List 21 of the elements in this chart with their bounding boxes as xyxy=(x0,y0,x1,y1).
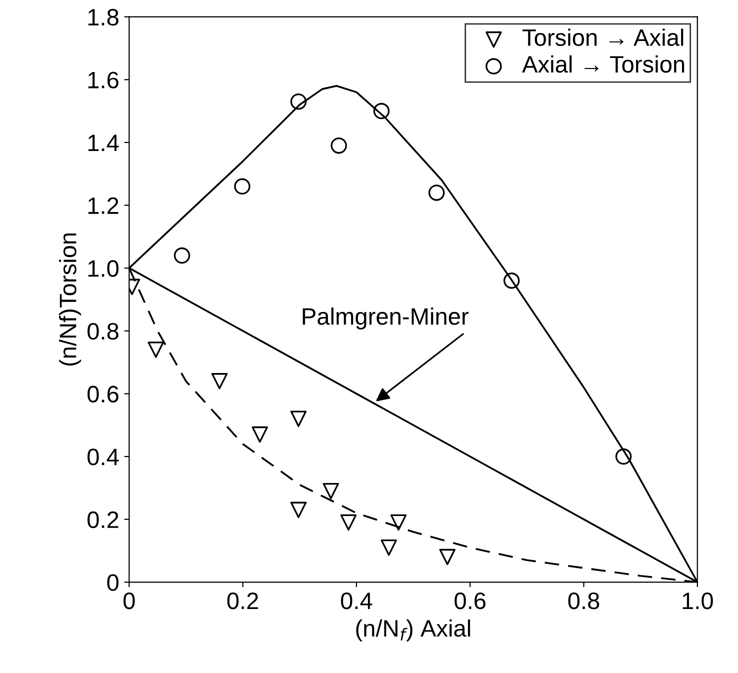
annotation: Palmgren-Miner xyxy=(302,308,468,330)
x-tick-label: 0.2 xyxy=(227,592,258,610)
y-tick-label: 0.4 xyxy=(88,448,119,466)
y-tick-label: 0 xyxy=(107,574,119,591)
legend-label: Axial → Torsion xyxy=(522,55,684,73)
y-tick-label: 0.6 xyxy=(88,386,118,402)
y-tick-label: 1.0 xyxy=(88,260,119,277)
x-tick-label: 0.8 xyxy=(568,592,600,610)
y-tick-label: 0.8 xyxy=(88,322,118,340)
x-axis-title: (n/N$_{f}$) Axial xyxy=(356,619,470,642)
y-tick-label: 1.2 xyxy=(88,197,118,214)
x-tick-label: 0.6 xyxy=(454,592,486,610)
x-tick-label: 1.0 xyxy=(682,592,713,610)
x-tick-label: 0 xyxy=(124,592,135,610)
y-tick-label: 1.8 xyxy=(88,8,118,26)
legend-label: Torsion → Axial xyxy=(522,28,684,46)
x-tick-label: 0.4 xyxy=(340,592,372,610)
y-tick-label: 1.6 xyxy=(88,72,118,88)
y-tick-label: 0.2 xyxy=(88,511,118,528)
y-axis-title: (n/Nf)Torsion xyxy=(59,233,82,366)
y-tick-label: 1.4 xyxy=(88,134,119,152)
